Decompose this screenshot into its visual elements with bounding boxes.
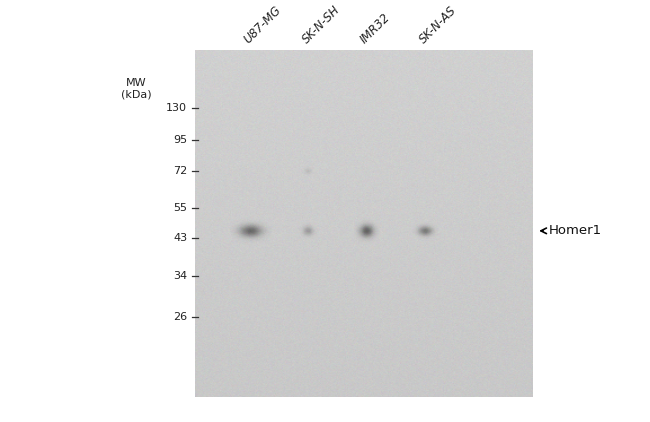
Text: MW
(kDa): MW (kDa): [121, 78, 152, 100]
Text: 95: 95: [173, 135, 187, 145]
Text: 26: 26: [173, 312, 187, 322]
Text: 43: 43: [173, 233, 187, 243]
Text: IMR32: IMR32: [358, 11, 393, 46]
Text: SK-N-SH: SK-N-SH: [300, 3, 343, 46]
Text: 72: 72: [173, 166, 187, 176]
Text: 34: 34: [173, 271, 187, 281]
Text: 55: 55: [173, 203, 187, 213]
Text: SK-N-AS: SK-N-AS: [417, 4, 459, 46]
Text: Homer1: Homer1: [549, 225, 603, 237]
Text: U87-MG: U87-MG: [241, 4, 283, 46]
Text: 130: 130: [166, 103, 187, 113]
